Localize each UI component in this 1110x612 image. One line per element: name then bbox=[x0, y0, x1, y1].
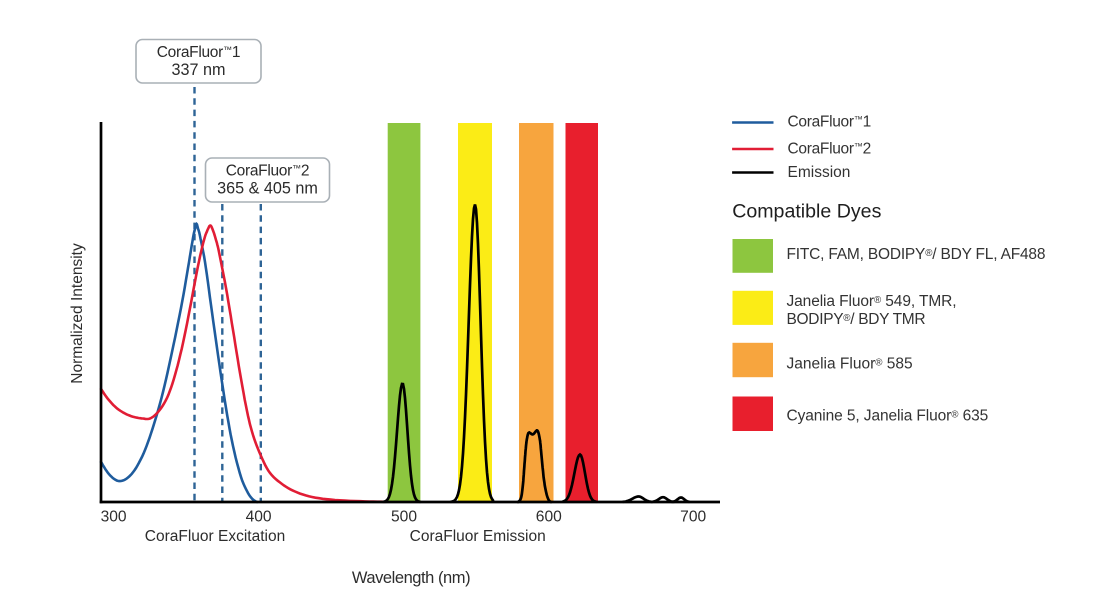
svg-text:CoraFluor™1: CoraFluor™1 bbox=[157, 44, 240, 61]
svg-text:500: 500 bbox=[391, 508, 417, 525]
svg-text:CoraFluor Excitation: CoraFluor Excitation bbox=[145, 528, 285, 545]
svg-text:400: 400 bbox=[246, 508, 272, 525]
svg-text:FITC, FAM, BODIPY®/ BDY FL, AF: FITC, FAM, BODIPY®/ BDY FL, AF488 bbox=[787, 246, 1046, 263]
svg-text:337 nm: 337 nm bbox=[172, 61, 226, 79]
svg-text:CoraFluor™2: CoraFluor™2 bbox=[226, 163, 309, 180]
svg-text:Janelia Fluor® 549, TMR,: Janelia Fluor® 549, TMR, bbox=[787, 293, 957, 310]
svg-text:CoraFluor™1: CoraFluor™1 bbox=[788, 114, 871, 131]
svg-text:Compatible Dyes: Compatible Dyes bbox=[732, 201, 881, 223]
svg-text:CoraFluor™2: CoraFluor™2 bbox=[788, 141, 871, 158]
svg-text:365 & 405 nm: 365 & 405 nm bbox=[217, 180, 318, 198]
svg-text:Wavelength (nm): Wavelength (nm) bbox=[352, 569, 470, 587]
svg-text:Janelia Fluor® 585: Janelia Fluor® 585 bbox=[787, 356, 913, 373]
svg-text:600: 600 bbox=[536, 508, 562, 525]
svg-text:Normalized Intensity: Normalized Intensity bbox=[69, 243, 86, 384]
svg-text:BODIPY®/ BDY TMR: BODIPY®/ BDY TMR bbox=[787, 311, 926, 328]
svg-text:700: 700 bbox=[680, 508, 706, 525]
svg-text:CoraFluor Emission: CoraFluor Emission bbox=[410, 528, 546, 545]
svg-text:Cyanine 5, Janelia Fluor® 635: Cyanine 5, Janelia Fluor® 635 bbox=[787, 408, 989, 425]
svg-text:300: 300 bbox=[101, 508, 127, 525]
svg-text:Emission: Emission bbox=[788, 164, 851, 181]
